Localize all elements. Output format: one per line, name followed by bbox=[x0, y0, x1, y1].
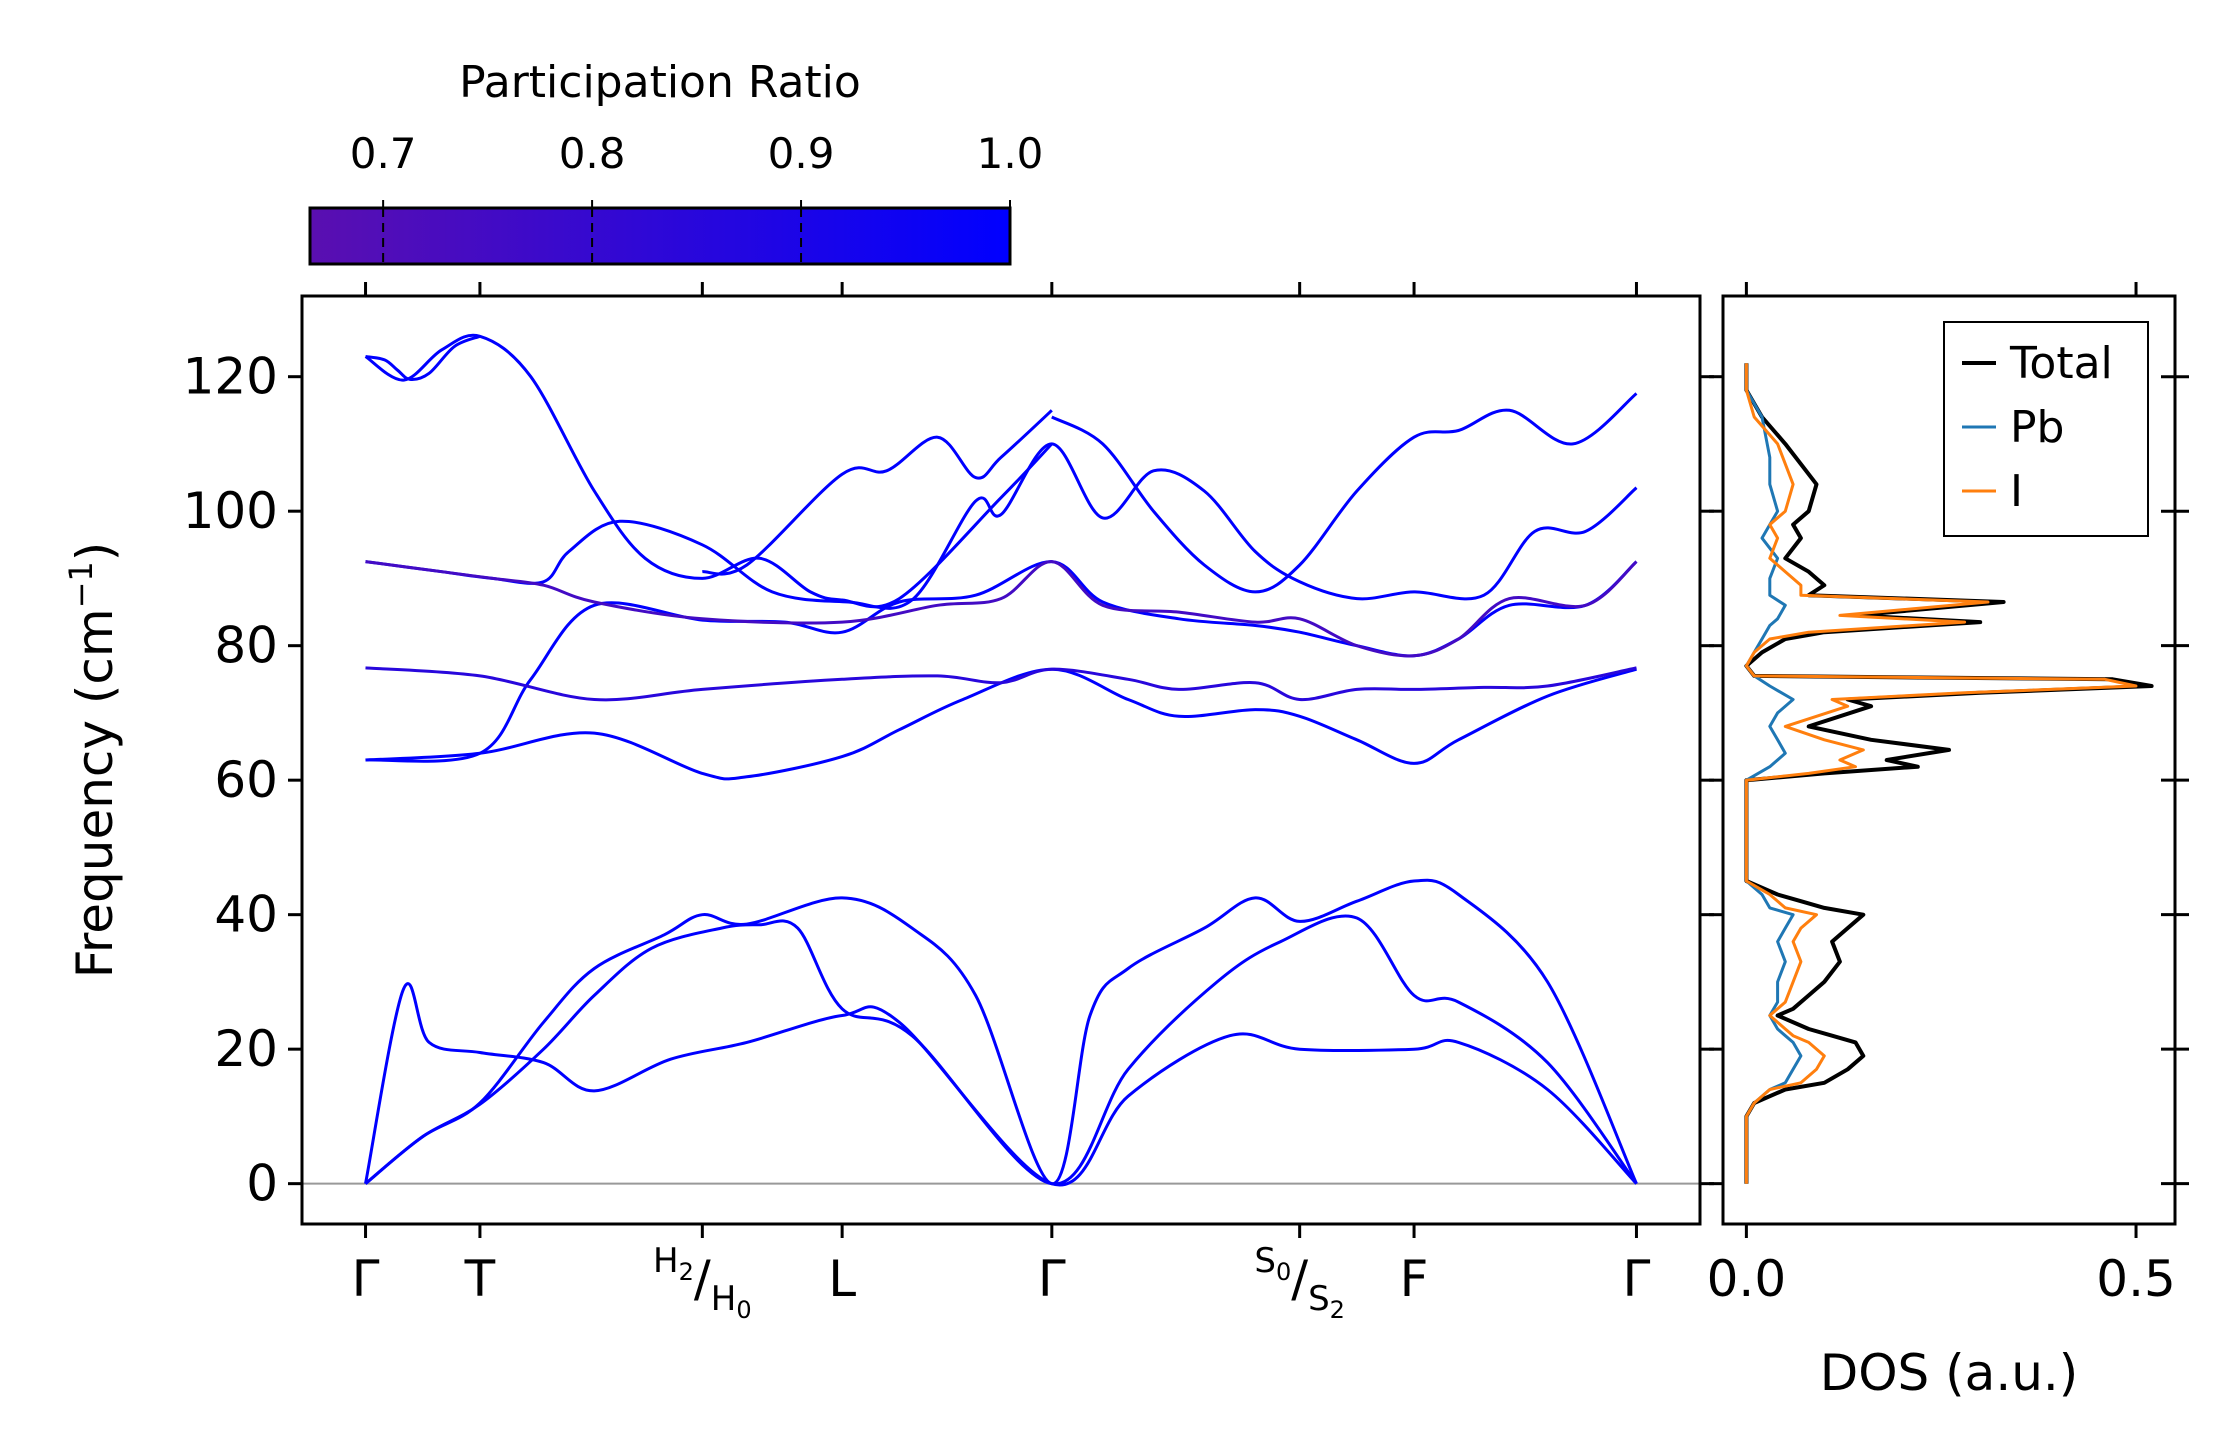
legend-label-total: Total bbox=[2009, 338, 2113, 389]
band-structure-panel: 0 20 40 60 80 100 120 Γ T H2/H0 L Γ S0/S2 F Γ Frequen… bbox=[62, 282, 1714, 1324]
colorbar-ticks: 0.7 0.8 0.9 1.0 bbox=[350, 129, 1044, 264]
phonon-branch-10 bbox=[365, 560, 1638, 658]
phonon-branch-5 bbox=[365, 560, 1638, 763]
colorbar-title: Participation Ratio bbox=[459, 57, 861, 108]
high-symmetry-label: F bbox=[1400, 1250, 1429, 1308]
legend-label-pb: Pb bbox=[2010, 402, 2064, 453]
band-y-axis-title: Frequency (cm−1) bbox=[62, 542, 124, 979]
phonon-branch-2 bbox=[364, 914, 1638, 1186]
colorbar-tick-label: 0.9 bbox=[768, 129, 835, 178]
legend-frame bbox=[1943, 321, 2149, 537]
colorbar-tick-label: 0.8 bbox=[559, 129, 626, 178]
phonon-branches bbox=[364, 333, 1638, 1187]
high-symmetry-split-label: S0/S2 bbox=[1254, 1241, 1345, 1324]
dos-x-axis-title: DOS (a.u.) bbox=[1820, 1344, 2079, 1402]
high-symmetry-label: L bbox=[828, 1250, 856, 1308]
y-tick-label: 40 bbox=[214, 886, 278, 944]
phonon-branch-8 bbox=[364, 333, 1053, 609]
high-symmetry-split-label: H2/H0 bbox=[653, 1241, 752, 1324]
high-symmetry-label: Γ bbox=[1038, 1250, 1066, 1308]
y-tick-label: 120 bbox=[183, 348, 278, 406]
phonon-branch-3 bbox=[364, 878, 1638, 1186]
dos-panel: 0.0 0.5 DOS (a.u.) Total Pb I bbox=[1707, 282, 2189, 1402]
dos-legend: Total Pb I bbox=[1943, 321, 2149, 537]
band-x-ticks: Γ T H2/H0 L Γ S0/S2 F Γ bbox=[352, 282, 1651, 1324]
y-tick-label: 20 bbox=[214, 1020, 278, 1078]
colorbar-tick-label: 1.0 bbox=[977, 129, 1044, 178]
phonon-branch-4 bbox=[365, 667, 1637, 781]
dos-x-tick-label: 0.0 bbox=[1707, 1250, 1787, 1308]
y-tick-label: 60 bbox=[214, 751, 278, 809]
colorbar: Participation Ratio 0.7 0.8 0.9 1.0 bbox=[308, 57, 1044, 266]
dos-curve-total bbox=[1744, 363, 2154, 1184]
phonon-branch-9 bbox=[1051, 392, 1638, 594]
colorbar-gradient bbox=[308, 206, 1012, 266]
band-axes-frame bbox=[300, 294, 1702, 1226]
legend-label-i: I bbox=[2010, 466, 2023, 517]
colorbar-tick-label: 0.7 bbox=[350, 129, 417, 178]
phonon-branch-7 bbox=[365, 666, 1637, 702]
band-y-ticks: 0 20 40 60 80 100 120 bbox=[183, 348, 1714, 1213]
phonon-branch-1 bbox=[364, 982, 1638, 1187]
phonon-branch-11 bbox=[365, 334, 481, 382]
phonon-branch-12 bbox=[702, 409, 1053, 576]
y-tick-label: 100 bbox=[183, 482, 278, 540]
high-symmetry-label: T bbox=[464, 1250, 496, 1308]
dos-axes-frame bbox=[1721, 294, 2177, 1226]
dos-curve-i bbox=[1744, 363, 2138, 1184]
dos-x-tick-label: 0.5 bbox=[2096, 1250, 2176, 1308]
y-tick-label: 80 bbox=[214, 617, 278, 675]
dos-curves bbox=[1744, 363, 2154, 1184]
y-tick-label: 0 bbox=[246, 1155, 278, 1213]
high-symmetry-label: Γ bbox=[352, 1250, 380, 1308]
phonon-branch-6 bbox=[365, 442, 1638, 610]
high-symmetry-label: Γ bbox=[1623, 1250, 1651, 1308]
dos-curve-pb bbox=[1744, 363, 1803, 1184]
dos-x-ticks: 0.0 0.5 bbox=[1707, 282, 2176, 1308]
